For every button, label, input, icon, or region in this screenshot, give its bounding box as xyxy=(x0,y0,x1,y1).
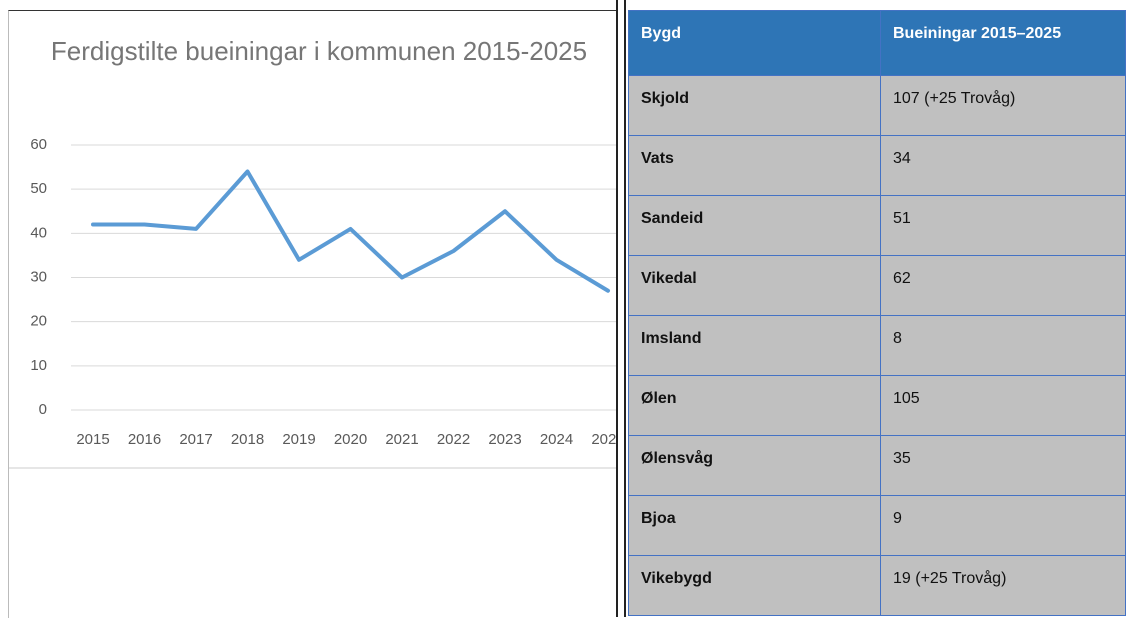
x-tick-label: 2025 xyxy=(591,431,616,448)
table-cell: 51 xyxy=(880,195,1126,256)
table-cell: Sandeid xyxy=(628,195,881,256)
chart-title: Ferdigstilte bueiningar i kommunen 2015-… xyxy=(50,36,588,66)
y-tick-label: 40 xyxy=(30,224,47,241)
table-cell: Ølen xyxy=(628,375,881,436)
chart: Ferdigstilte bueiningar i kommunen 2015-… xyxy=(8,10,616,618)
y-tick-label: 30 xyxy=(30,268,47,285)
table-cell: 35 xyxy=(880,435,1126,496)
table-cell: 8 xyxy=(880,315,1126,376)
header-row: Bygd Bueiningar 2015–2025 xyxy=(628,10,1126,76)
x-tick-label: 2015 xyxy=(76,431,109,448)
table-row: Vats 34 xyxy=(628,135,1126,196)
table-cell: 34 xyxy=(880,135,1126,196)
x-tick-label: 2020 xyxy=(334,431,367,448)
title-box: Ferdigstilte bueiningar i kommunen 2015-… xyxy=(50,36,588,66)
x-tick-label: 2024 xyxy=(540,431,573,448)
table-row: Imsland 8 xyxy=(628,315,1126,376)
table-cell: Vats xyxy=(628,135,881,196)
table-row: Vikedal 62 xyxy=(628,255,1126,316)
table-cell: Ølensvåg xyxy=(628,435,881,496)
data-line xyxy=(91,169,610,293)
divider xyxy=(624,0,626,617)
table-cell: Vikebygd xyxy=(628,555,881,616)
table-row: Sandeid 51 xyxy=(628,195,1126,256)
y-tick-label: 50 xyxy=(30,180,47,197)
y-tick-label: 20 xyxy=(30,313,47,330)
table: Bygd Bueiningar 2015–2025 Skjold 107 (+25 T… xyxy=(628,10,1126,616)
table-cell: Bjoa xyxy=(628,495,881,556)
x-tick-label: 2016 xyxy=(128,431,161,448)
table-cell: 62 xyxy=(880,255,1126,316)
table-cell: 19 (+25 Trovåg) xyxy=(880,555,1126,616)
x-tick-label: 2022 xyxy=(437,431,470,448)
x-tick-label: 2023 xyxy=(488,431,521,448)
x-tick-label: 2017 xyxy=(179,431,212,448)
table-row: Vikebygd 19 (+25 Trovåg) xyxy=(628,555,1126,616)
table-row: Bjoa 9 xyxy=(628,495,1126,556)
table-cell: 107 (+25 Trovåg) xyxy=(880,75,1126,136)
header-cell: Bygd xyxy=(628,10,881,76)
x-tick-label: 2019 xyxy=(282,431,315,448)
y-tick-label: 0 xyxy=(39,401,47,418)
divider xyxy=(616,0,618,617)
y-tick-label: 10 xyxy=(30,357,47,374)
table-cell: Imsland xyxy=(628,315,881,376)
table-cell: 9 xyxy=(880,495,1126,556)
y-tick-label: 60 xyxy=(30,136,47,153)
table-cell: Skjold xyxy=(628,75,881,136)
x-tick-label: 2018 xyxy=(231,431,264,448)
header-cell: Bueiningar 2015–2025 xyxy=(880,10,1126,76)
x-tick-label: 2021 xyxy=(385,431,418,448)
table-cell: 105 xyxy=(880,375,1126,436)
table-row: Ølensvåg 35 xyxy=(628,435,1126,496)
table-cell: Vikedal xyxy=(628,255,881,316)
table-row: Ølen 105 xyxy=(628,375,1126,436)
table-row: Skjold 107 (+25 Trovåg) xyxy=(628,75,1126,136)
